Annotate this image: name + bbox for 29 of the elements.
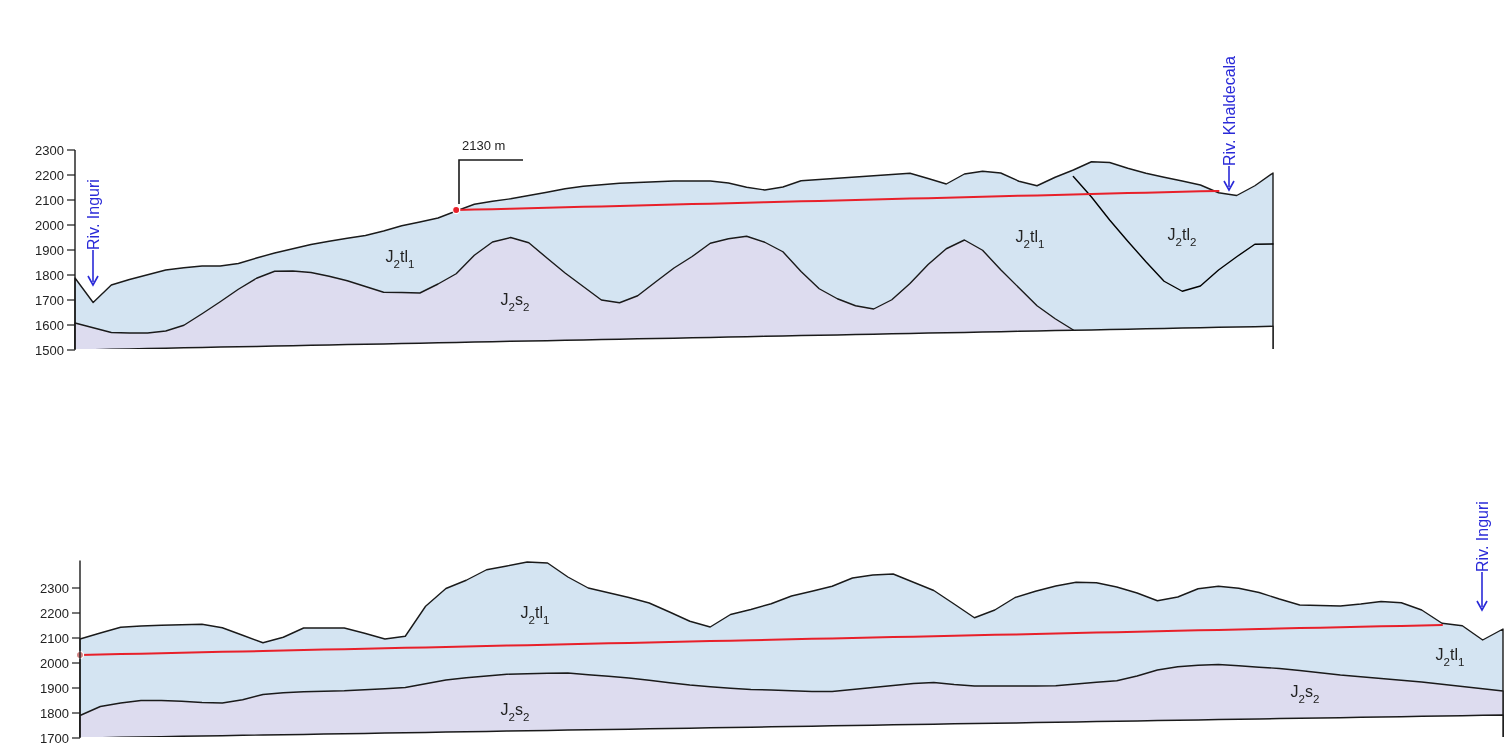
y-tick-label: 2100 (35, 192, 64, 208)
y-tick-label: 2200 (35, 167, 64, 183)
y-tick-label: 2100 (40, 630, 69, 646)
annotation: Riv. Khaldecala (1221, 55, 1238, 166)
line-series (1072, 175, 1274, 292)
annotation: J$_{2}$tl$_{1}$ (1015, 228, 1045, 250)
y-tick-label: 2000 (40, 655, 69, 671)
y-tick-label: 1900 (40, 680, 69, 696)
y-tick-label: 1700 (35, 292, 64, 308)
annotation: J$_{2}$s$_{2}$ (1290, 683, 1320, 705)
annotation: J$_{2}$tl$_{2}$ (1167, 226, 1197, 248)
y-tick-label: 1700 (40, 730, 69, 746)
y-tick-label: 1600 (35, 317, 64, 333)
annotation: Riv. Inguri (1474, 501, 1491, 572)
y-tick-label: 1500 (35, 342, 64, 358)
y-tick-label: 2200 (40, 605, 69, 621)
annotation: J$_{2}$tl$_{1}$ (520, 604, 550, 626)
y-tick-label: 2000 (35, 217, 64, 233)
annotation: J$_{2}$s$_{2}$ (500, 701, 530, 723)
annotation: J$_{2}$tl$_{1}$ (1435, 646, 1465, 668)
y-tick-label: 2300 (40, 580, 69, 596)
annotation: 2130 m (462, 138, 506, 153)
y-tick-label: 1900 (35, 242, 64, 258)
annotation: J$_{2}$s$_{2}$ (500, 291, 530, 313)
y-tick-label: 1800 (40, 705, 69, 721)
annotation: Riv. Inguri (85, 179, 102, 250)
y-tick-label: 1800 (35, 267, 64, 283)
annotation: J$_{2}$tl$_{1}$ (385, 248, 415, 270)
y-tick-label: 2300 (35, 142, 64, 158)
